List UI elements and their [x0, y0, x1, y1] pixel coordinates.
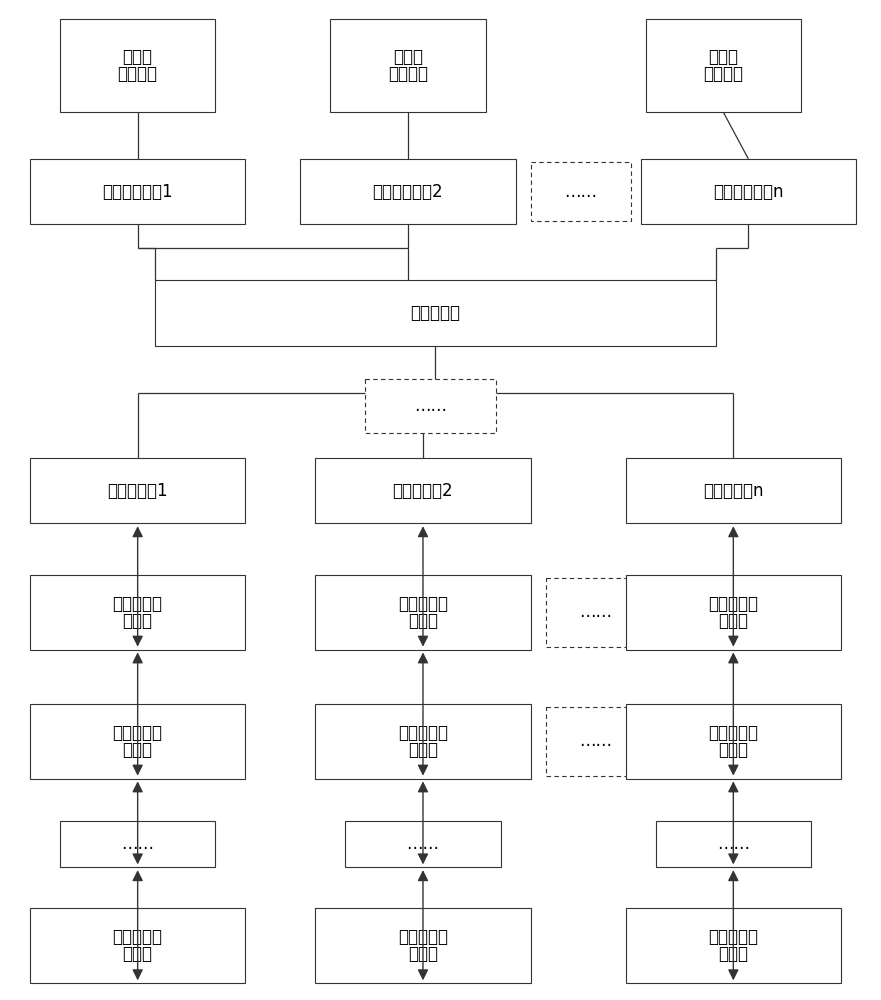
Bar: [315, 704, 530, 779]
Text: 识读设备: 识读设备: [388, 65, 428, 83]
Bar: [60, 821, 215, 867]
Text: ＩＤ卡: ＩＤ卡: [708, 48, 738, 66]
Text: 钥匙柜从柜: 钥匙柜从柜: [398, 928, 448, 946]
Text: 钥匙柜从柜: 钥匙柜从柜: [113, 595, 163, 613]
Text: 智能通信主机n: 智能通信主机n: [713, 183, 783, 201]
Bar: [300, 159, 515, 224]
Text: ＩＤ卡: ＩＤ卡: [393, 48, 423, 66]
Text: ……: ……: [406, 835, 440, 853]
Text: 钥匙柜从柜: 钥匙柜从柜: [113, 724, 163, 742]
Text: １－ｎ: １－ｎ: [122, 945, 152, 963]
Bar: [545, 578, 646, 647]
Text: 钥匙柜从柜: 钥匙柜从柜: [708, 595, 759, 613]
Text: ……: ……: [414, 397, 447, 415]
Text: ……: ……: [579, 603, 612, 621]
Bar: [30, 458, 245, 523]
Bar: [626, 458, 841, 523]
Bar: [30, 704, 245, 779]
Text: 钥匙柜从柜: 钥匙柜从柜: [398, 724, 448, 742]
Text: ｎ－２: ｎ－２: [718, 741, 748, 759]
Bar: [30, 575, 245, 650]
Bar: [60, 19, 215, 112]
Text: １－１: １－１: [408, 612, 438, 630]
Text: ……: ……: [122, 835, 154, 853]
Bar: [30, 159, 245, 224]
Text: ……: ……: [717, 835, 750, 853]
Text: 网络交换机: 网络交换机: [411, 304, 461, 322]
Bar: [315, 575, 530, 650]
Text: １－２: １－２: [408, 741, 438, 759]
Text: 钥匙柜从柜: 钥匙柜从柜: [708, 724, 759, 742]
Text: ｎ－ｎ: ｎ－ｎ: [718, 945, 748, 963]
Text: 主控钥匙柜2: 主控钥匙柜2: [393, 482, 454, 500]
Bar: [545, 707, 646, 776]
Text: 识读设备: 识读设备: [118, 65, 158, 83]
Text: 识读设备: 识读设备: [703, 65, 744, 83]
Text: 钥匙柜从柜: 钥匙柜从柜: [708, 928, 759, 946]
Bar: [315, 908, 530, 983]
Text: 主控钥匙柜1: 主控钥匙柜1: [107, 482, 168, 500]
Text: 主控钥匙柜n: 主控钥匙柜n: [703, 482, 764, 500]
Bar: [655, 821, 811, 867]
Bar: [330, 19, 485, 112]
Text: 智能通信主机2: 智能通信主机2: [373, 183, 443, 201]
Text: ……: ……: [564, 183, 597, 201]
Text: 钥匙柜从柜: 钥匙柜从柜: [113, 928, 163, 946]
Bar: [626, 704, 841, 779]
Text: 智能通信主机1: 智能通信主机1: [102, 183, 173, 201]
Text: ……: ……: [579, 732, 612, 750]
Bar: [626, 575, 841, 650]
Text: ２－ｎ: ２－ｎ: [408, 945, 438, 963]
Bar: [640, 159, 856, 224]
Text: １－２: １－２: [122, 741, 152, 759]
Text: １－１: １－１: [122, 612, 152, 630]
Text: 钥匙柜从柜: 钥匙柜从柜: [398, 595, 448, 613]
Bar: [315, 458, 530, 523]
Bar: [626, 908, 841, 983]
Text: ｎ－１: ｎ－１: [718, 612, 748, 630]
Bar: [530, 162, 631, 221]
Bar: [646, 19, 801, 112]
Bar: [30, 908, 245, 983]
Text: ＩＤ卡: ＩＤ卡: [122, 48, 152, 66]
Bar: [345, 821, 500, 867]
Bar: [366, 379, 495, 433]
Bar: [155, 280, 715, 346]
